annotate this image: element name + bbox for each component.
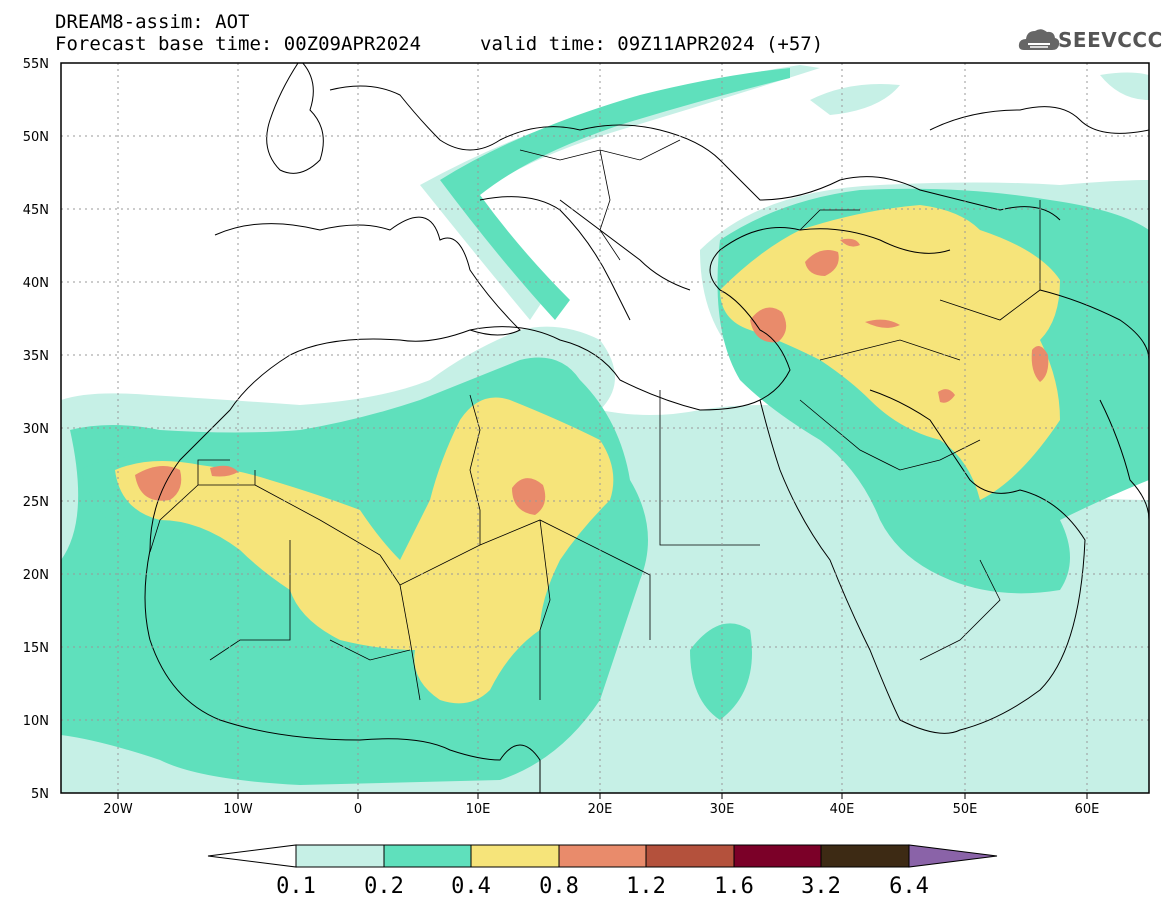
grid xyxy=(61,63,1149,793)
colorbar-segment xyxy=(383,844,472,868)
colorbar-label: 1.6 xyxy=(714,874,754,899)
colorbar-segment xyxy=(470,844,560,868)
lon-label: 10W xyxy=(223,802,253,817)
colorbar-label: 6.4 xyxy=(889,874,929,899)
colorbar-segment xyxy=(908,844,998,868)
lon-label: 40E xyxy=(830,802,855,817)
lon-label: 20E xyxy=(588,802,613,817)
lon-label: 60E xyxy=(1075,802,1100,817)
lat-label: 40N xyxy=(23,276,49,291)
colorbar-segment xyxy=(207,844,297,868)
lat-label: 10N xyxy=(23,714,49,729)
colorbar-segment xyxy=(820,844,910,868)
lat-label: 25N xyxy=(23,495,49,510)
lat-label: 55N xyxy=(23,57,49,72)
lon-label: 0 xyxy=(354,802,362,817)
forecast-base-time: Forecast base time: 00Z09APR2024 xyxy=(55,33,422,55)
lon-label: 10E xyxy=(466,802,491,817)
colorbar-label: 3.2 xyxy=(801,874,841,899)
lat-label: 20N xyxy=(23,568,49,583)
colorbar-label: 0.8 xyxy=(539,874,579,899)
valid-time: valid time: 09Z11APR2024 (+57) xyxy=(480,33,824,55)
country-borders xyxy=(149,139,1041,701)
lat-label: 45N xyxy=(23,203,49,218)
colorbar-label: 0.1 xyxy=(276,874,316,899)
map-frame xyxy=(60,62,1150,794)
lat-label: 15N xyxy=(23,641,49,656)
lon-label: 20W xyxy=(103,802,133,817)
colorbar-segment xyxy=(733,844,822,868)
colorbar-segment xyxy=(645,844,735,868)
cloud-icon xyxy=(1018,29,1060,50)
seevccc-logo: SEEVCCC xyxy=(1058,28,1163,52)
colorbar-label: 1.2 xyxy=(626,874,666,899)
map-title: DREAM8-assim: AOT xyxy=(55,11,250,33)
colorbar-label: 0.2 xyxy=(364,874,404,899)
colorbar: 0.1 0.2 0.4 0.8 1.2 1.6 3.2 6.4 xyxy=(207,844,998,899)
colorbar-segment xyxy=(295,844,385,868)
lat-label: 5N xyxy=(31,787,49,802)
lat-label: 50N xyxy=(23,130,49,145)
lat-label: 35N xyxy=(23,349,49,364)
lat-label: 30N xyxy=(23,422,49,437)
colorbar-label: 0.4 xyxy=(451,874,491,899)
coastlines xyxy=(144,63,1149,793)
lon-label: 50E xyxy=(953,802,978,817)
colorbar-segment xyxy=(558,844,647,868)
lon-label: 30E xyxy=(710,802,735,817)
